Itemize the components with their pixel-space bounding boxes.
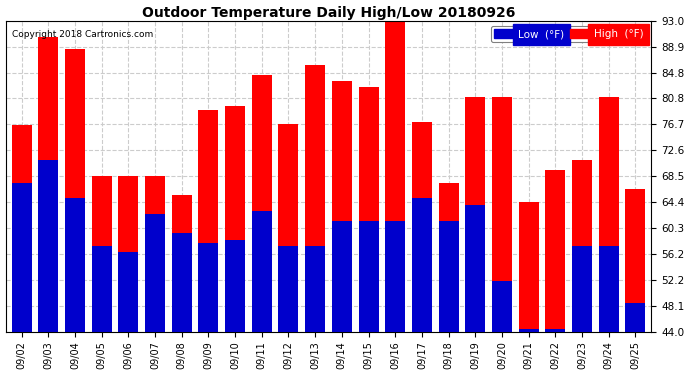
Bar — [65, 198, 85, 332]
Bar — [225, 106, 245, 332]
Bar — [38, 37, 58, 332]
Bar — [118, 252, 138, 332]
Bar — [572, 160, 592, 332]
Bar — [145, 176, 165, 332]
Bar — [359, 87, 379, 332]
Bar — [492, 281, 512, 332]
Bar — [332, 81, 352, 332]
Bar — [199, 243, 219, 332]
Bar — [572, 246, 592, 332]
Bar — [439, 220, 459, 332]
Bar — [519, 202, 539, 332]
Bar — [439, 183, 459, 332]
Bar — [252, 211, 272, 332]
Legend: Low  (°F), High  (°F): Low (°F), High (°F) — [491, 26, 647, 42]
Bar — [225, 240, 245, 332]
Bar — [279, 246, 299, 332]
Bar — [12, 183, 32, 332]
Bar — [199, 110, 219, 332]
Bar — [625, 189, 645, 332]
Bar — [252, 75, 272, 332]
Bar — [332, 220, 352, 332]
Bar — [385, 220, 405, 332]
Bar — [599, 97, 619, 332]
Bar — [599, 246, 619, 332]
Bar — [12, 126, 32, 332]
Bar — [65, 49, 85, 332]
Bar — [38, 160, 58, 332]
Bar — [305, 246, 325, 332]
Bar — [625, 303, 645, 332]
Bar — [519, 328, 539, 332]
Bar — [145, 214, 165, 332]
Bar — [492, 97, 512, 332]
Bar — [359, 220, 379, 332]
Bar — [92, 246, 112, 332]
Bar — [465, 97, 485, 332]
Bar — [545, 328, 565, 332]
Bar — [412, 198, 432, 332]
Bar — [92, 176, 112, 332]
Bar — [385, 21, 405, 332]
Text: Copyright 2018 Cartronics.com: Copyright 2018 Cartronics.com — [12, 30, 153, 39]
Title: Outdoor Temperature Daily High/Low 20180926: Outdoor Temperature Daily High/Low 20180… — [142, 6, 515, 20]
Bar — [465, 205, 485, 332]
Bar — [305, 65, 325, 332]
Bar — [172, 233, 192, 332]
Bar — [279, 124, 299, 332]
Bar — [545, 170, 565, 332]
Bar — [118, 176, 138, 332]
Bar — [172, 195, 192, 332]
Bar — [412, 122, 432, 332]
